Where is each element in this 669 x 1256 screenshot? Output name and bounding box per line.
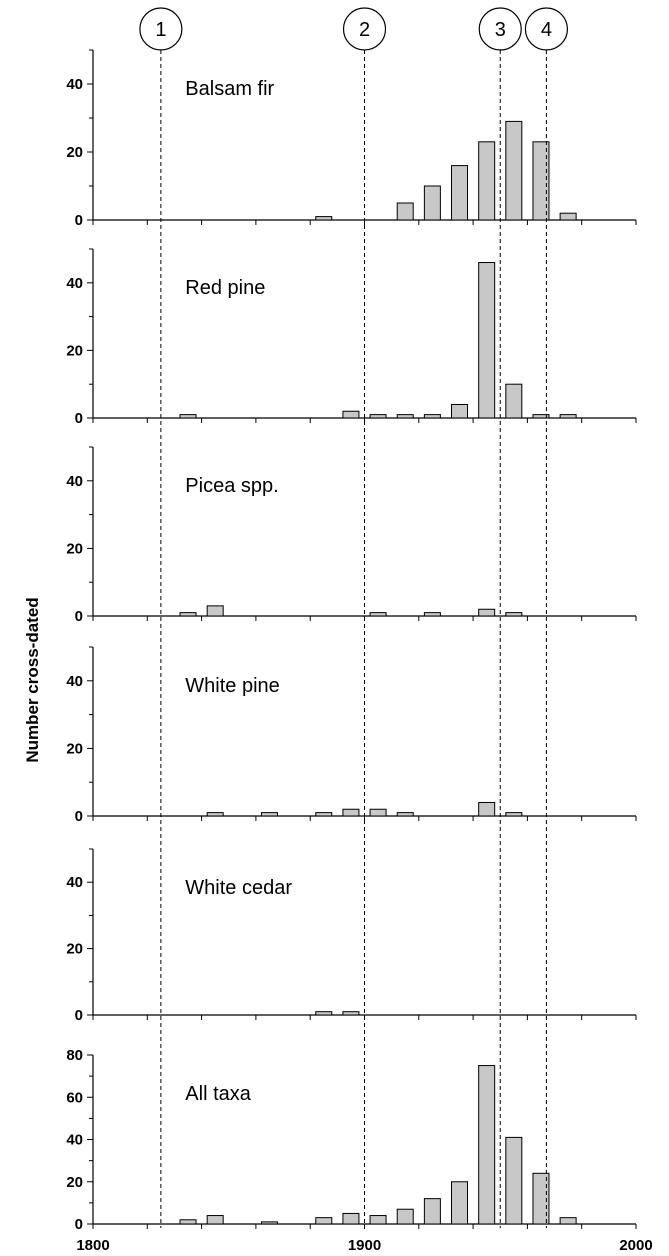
bar: [315, 1011, 333, 1016]
bar: [342, 410, 360, 419]
event-label: 2: [359, 19, 370, 41]
event-circle: [342, 7, 387, 51]
x-tick-label: 1800: [76, 1237, 109, 1254]
bar: [315, 1217, 333, 1225]
panel-all-taxa: 0 20 40 60 80 All taxa: [66, 1047, 637, 1233]
panel-title: Red pine: [185, 277, 265, 299]
event-circle: [524, 7, 569, 51]
panel-title: Picea spp.: [185, 475, 278, 497]
bar: [478, 608, 496, 617]
event-circle: [478, 7, 522, 51]
bar: [532, 1172, 550, 1225]
bar: [505, 612, 523, 617]
bar: [559, 414, 577, 419]
y-tick-label: 0: [75, 410, 83, 427]
bar: [559, 212, 577, 221]
bar: [206, 605, 224, 617]
bar: [206, 1215, 224, 1225]
y-tick-label: 20: [66, 342, 83, 359]
panel-picea-spp: 0 20 40 Picea spp.: [66, 446, 637, 625]
bar: [478, 262, 496, 419]
panel-balsam-fir: 0 20 40 Balsam fir: [66, 49, 637, 229]
panel-title: All taxa: [185, 1083, 251, 1105]
y-tick-label: 0: [75, 608, 83, 625]
y-tick-label: 20: [66, 540, 83, 557]
y-tick-label: 40: [66, 76, 83, 93]
y-tick-label: 40: [66, 673, 83, 690]
bar: [423, 185, 441, 221]
y-tick-label: 40: [66, 473, 83, 490]
event-label: 3: [495, 19, 506, 41]
event-label: 4: [541, 19, 552, 41]
y-tick-label: 40: [66, 874, 83, 891]
bar: [369, 414, 387, 419]
panel-title: White cedar: [185, 877, 292, 899]
bar: [260, 812, 278, 817]
bar: [451, 1181, 469, 1225]
event-circle: [139, 7, 183, 51]
bar: [260, 1221, 278, 1225]
bar: [505, 1136, 523, 1225]
bar: [342, 1212, 360, 1225]
bar: [505, 383, 523, 419]
bar: [342, 1011, 360, 1016]
bar: [423, 1198, 441, 1225]
panel-red-pine: 0 20 40 Red pine: [66, 248, 637, 427]
bar: [396, 812, 414, 817]
y-tick-label: 40: [66, 1132, 83, 1149]
y-tick-label: 20: [66, 941, 83, 958]
bar: [396, 414, 414, 419]
panel-title: Balsam fir: [185, 78, 274, 100]
bar: [315, 812, 333, 817]
bar: [451, 165, 469, 221]
bar: [559, 1217, 577, 1225]
event-label: 1: [155, 19, 166, 41]
bar: [478, 801, 496, 817]
event-markers: 1 2 3 4: [139, 7, 569, 1228]
y-tick-label: 0: [75, 808, 83, 825]
bar: [505, 812, 523, 817]
y-tick-label: 60: [66, 1089, 83, 1106]
panel-title: White pine: [185, 675, 280, 697]
bar: [423, 414, 441, 419]
panels-group: 0 20 40 Balsam fir 0 20 40 Red pine 0 20 40 Picea s…: [66, 49, 637, 1233]
bar: [206, 812, 224, 817]
y-tick-label: 20: [66, 144, 83, 161]
y-tick-label: 20: [66, 740, 83, 757]
bar: [505, 120, 523, 221]
y-tick-label: 0: [75, 212, 83, 229]
y-axis-label: Number cross-dated: [23, 597, 42, 762]
panel-white-cedar: 0 20 40 White cedar: [66, 848, 637, 1024]
bar: [315, 216, 333, 221]
bar: [369, 808, 387, 817]
bar: [478, 1065, 496, 1225]
bar: [396, 1208, 414, 1225]
bar: [179, 414, 197, 419]
x-tick-label: 1900: [348, 1237, 381, 1254]
bar: [396, 202, 414, 221]
bar: [423, 612, 441, 617]
y-tick-label: 0: [75, 1007, 83, 1024]
bar: [478, 141, 496, 221]
bar: [451, 403, 469, 419]
bar: [532, 414, 550, 419]
bar: [179, 612, 197, 617]
bar: [342, 808, 360, 817]
y-tick-label: 20: [66, 1174, 83, 1191]
y-tick-label: 80: [66, 1047, 83, 1064]
bar: [369, 612, 387, 617]
bar: [179, 1219, 197, 1225]
panel-white-pine: 0 20 40 White pine: [66, 646, 637, 825]
y-tick-label: 40: [66, 275, 83, 292]
bar: [532, 141, 550, 221]
x-axis: 1800 1900 2000: [76, 1237, 652, 1254]
x-tick-label: 2000: [619, 1237, 652, 1254]
bar: [369, 1215, 387, 1225]
y-tick-label: 0: [75, 1216, 83, 1233]
